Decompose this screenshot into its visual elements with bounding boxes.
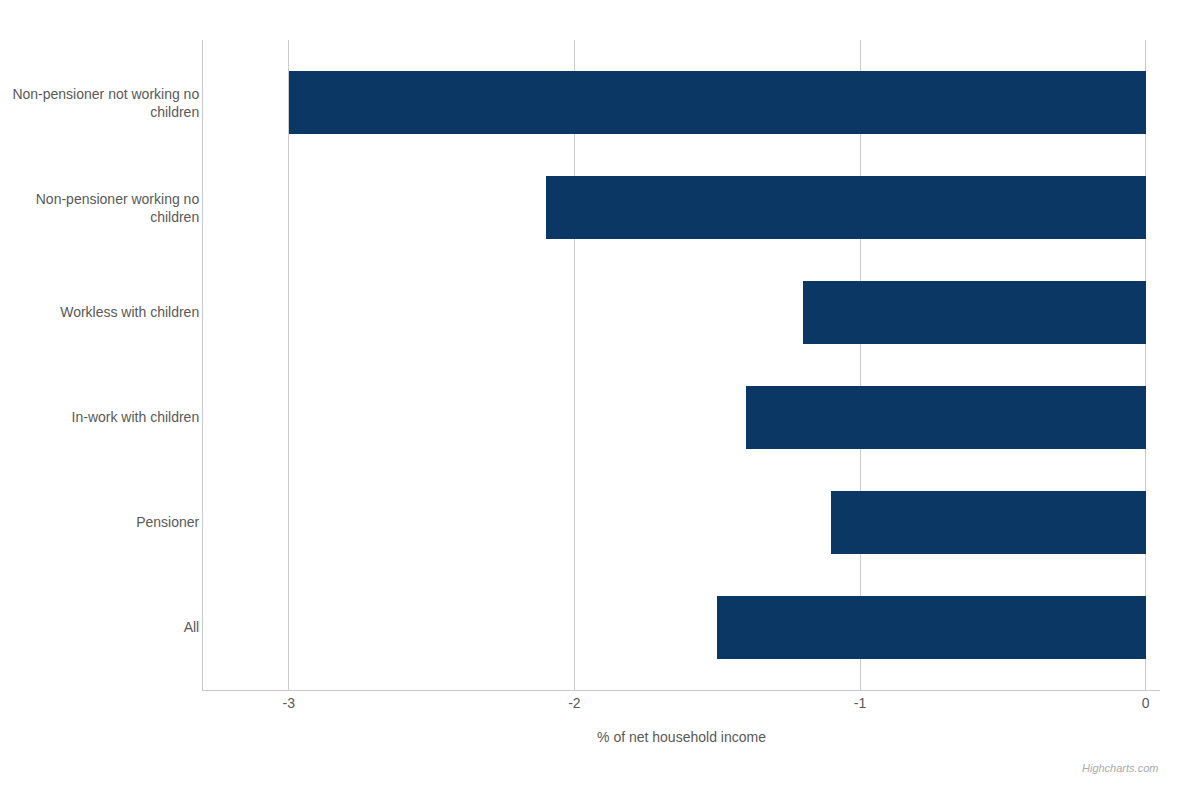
svg-text:Workless with children: Workless with children <box>60 304 199 320</box>
svg-text:In-work with children: In-work with children <box>72 409 200 425</box>
svg-text:All: All <box>184 619 200 635</box>
svg-text:-3: -3 <box>282 695 295 711</box>
svg-text:0: 0 <box>1142 695 1150 711</box>
svg-text:% of net household income: % of net household income <box>597 729 766 745</box>
svg-text:-2: -2 <box>568 695 581 711</box>
svg-text:-1: -1 <box>854 695 867 711</box>
svg-text:Non-pensioner not working noch: Non-pensioner not working nochildren <box>12 86 199 120</box>
svg-text:Pensioner: Pensioner <box>136 514 199 530</box>
svg-text:Highcharts.com: Highcharts.com <box>1082 762 1158 774</box>
svg-text:Non-pensioner working nochildr: Non-pensioner working nochildren <box>36 191 200 225</box>
